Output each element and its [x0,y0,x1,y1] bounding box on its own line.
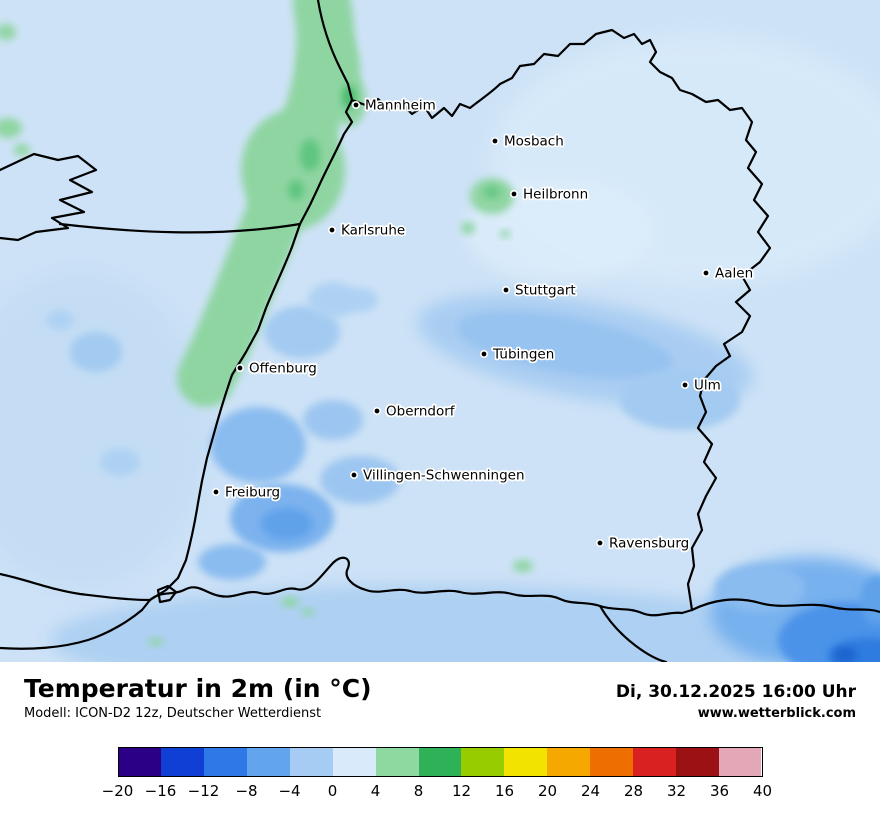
city-label: Karlsruhe [341,223,405,239]
colorbar-segment [289,748,333,776]
city-marker-mannheim: Mannheim [351,96,438,115]
colorbar-tick: −16 [144,782,177,800]
colorbar-segment [675,748,719,776]
city-marker-ulm: Ulm [680,376,723,395]
city-marker-stuttgart: Stuttgart [501,281,577,300]
city-dot [490,137,499,146]
city-marker-t-bingen: Tübingen [479,345,556,364]
city-dot [479,349,488,358]
city-dot [327,226,336,235]
city-marker-oberndorf: Oberndorf [372,402,457,421]
city-marker-villingen-schwenningen: Villingen-Schwenningen [349,466,526,485]
city-dot [372,406,381,415]
city-dot [509,190,518,199]
colorbar-tick: 28 [623,782,644,800]
colorbar-segment [332,748,376,776]
city-marker-karlsruhe: Karlsruhe [327,221,407,240]
colorbar-tick: 32 [666,782,687,800]
colorbar-tick: 20 [537,782,558,800]
colorbar-tick: −20 [101,782,134,800]
colorbar-scale [117,747,763,777]
map-title: Temperatur in 2m (in °C) [24,674,372,703]
caption-row-2: Modell: ICON-D2 12z, Deutscher Wetterdie… [0,703,880,721]
city-marker-mosbach: Mosbach [490,132,566,151]
city-dot [595,538,604,547]
website-url: www.wetterblick.com [697,706,856,721]
colorbar-segment [204,748,248,776]
colorbar-tick: 16 [494,782,515,800]
city-dot [501,285,510,294]
colorbar-tick: 0 [327,782,338,800]
caption-row-1: Temperatur in 2m (in °C) Di, 30.12.2025 … [0,662,880,703]
colorbar-segment [547,748,590,776]
valid-time: Di, 30.12.2025 16:00 Uhr [615,682,856,702]
colorbar-tick: 40 [752,782,773,800]
colorbar-segment [418,748,462,776]
city-marker-aalen: Aalen [701,264,755,283]
colorbar-tick: 36 [709,782,730,800]
temperature-map-svg: Mannheim Mosbach Heilbronn Karlsruhe Stuttga… [0,0,880,662]
border-lines [0,0,880,662]
city-label: Heilbronn [523,187,588,203]
caption-panel: Temperatur in 2m (in °C) Di, 30.12.2025 … [0,662,880,830]
map-area: Mannheim Mosbach Heilbronn Karlsruhe Stuttga… [0,0,880,662]
model-info: Modell: ICON-D2 12z, Deutscher Wetterdie… [24,706,322,721]
city-dot [680,380,689,389]
colorbar-segment [461,748,505,776]
colorbar-tick: −4 [278,782,301,800]
city-marker-offenburg: Offenburg [236,359,319,378]
city-label: Freiburg [225,485,280,501]
city-label: Oberndorf [386,404,456,420]
colorbar-tick-labels: −20 −16 −12 −8 −4 0 4 8 12 16 20 24 28 32 36 40 [102,782,772,804]
city-label: Stuttgart [515,283,576,299]
city-marker-ravensburg: Ravensburg [595,534,691,553]
city-label: Ravensburg [609,536,689,552]
city-dot [236,363,245,372]
colorbar-segment [247,748,290,776]
colorbar-tick: 8 [413,782,424,800]
city-label: Offenburg [249,361,317,377]
city-label: Mannheim [365,98,436,114]
colorbar-segment [504,748,548,776]
colorbar-tick: 12 [451,782,472,800]
city-label: Tübingen [492,347,554,363]
city-dot [351,101,360,110]
colorbar-tick: −12 [187,782,220,800]
city-dot [701,268,710,277]
city-label: Villingen-Schwenningen [363,468,525,484]
colorbar-segment [718,748,762,776]
city-marker-heilbronn: Heilbronn [509,185,590,204]
colorbar-segment [589,748,633,776]
colorbar-tick: 24 [580,782,601,800]
colorbar-segment [632,748,676,776]
colorbar-segment [161,748,205,776]
colorbar-segment [375,748,419,776]
city-dot [349,470,358,479]
city-marker-freiburg: Freiburg [212,483,282,502]
city-label: Mosbach [504,134,564,150]
temperature-shading [0,0,880,662]
colorbar-tick: 4 [370,782,381,800]
city-dot [212,487,221,496]
city-label: Aalen [715,266,753,282]
colorbar-tick: −8 [235,782,258,800]
city-label: Ulm [694,378,721,394]
colorbar-segment [118,748,162,776]
temperature-colorbar: −20 −16 −12 −8 −4 0 4 8 12 16 20 24 28 32 36 40 [102,747,772,804]
city-labels-layer: Mannheim Mosbach Heilbronn Karlsruhe Stuttga… [212,96,755,553]
